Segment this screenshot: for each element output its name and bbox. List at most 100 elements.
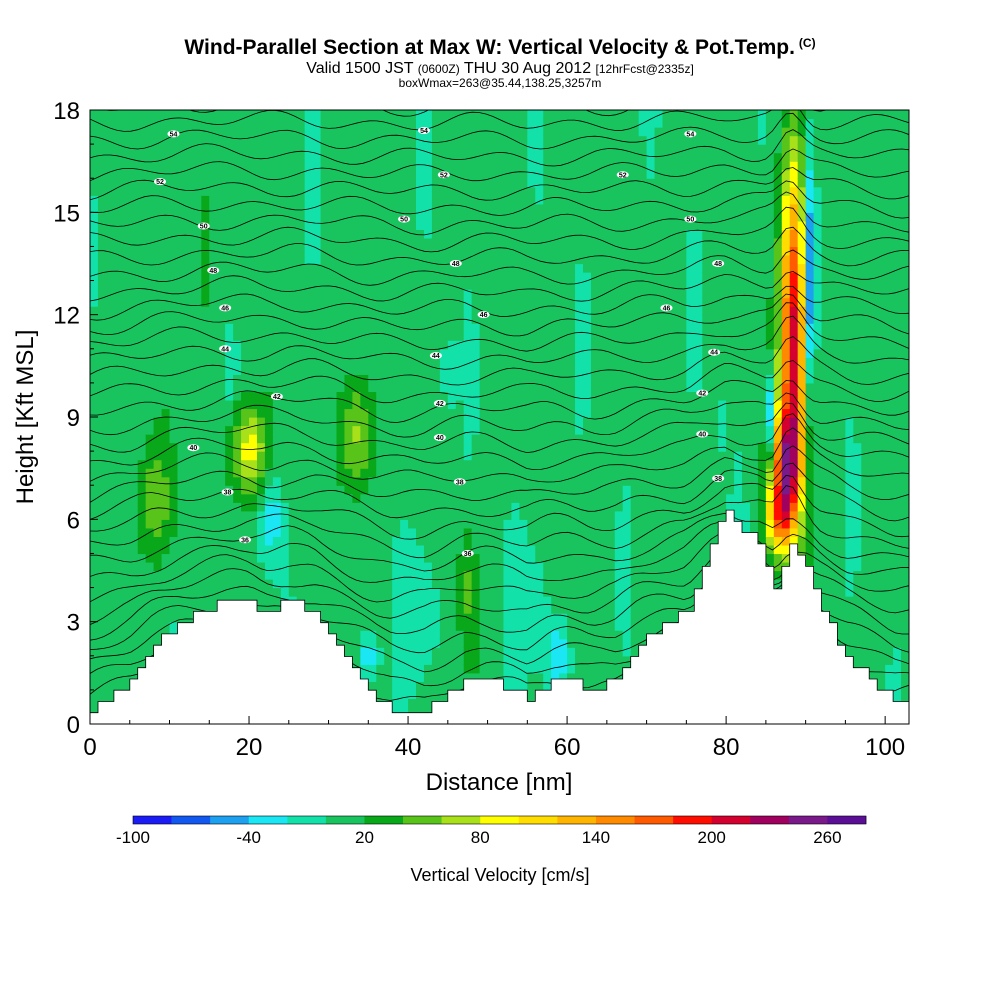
velocity-cell [352, 638, 361, 648]
velocity-cell [423, 280, 433, 290]
velocity-cell [129, 348, 139, 358]
velocity-cell [296, 220, 306, 230]
velocity-cell [328, 544, 338, 555]
velocity-cell [233, 135, 242, 145]
velocity-cell [551, 399, 560, 410]
velocity-cell [233, 442, 242, 452]
velocity-cell [272, 254, 282, 265]
velocity-cell [360, 561, 369, 572]
velocity-cell [567, 323, 576, 333]
velocity-cell [479, 314, 489, 324]
velocity-cell [614, 596, 624, 606]
velocity-cell [416, 493, 425, 503]
velocity-cell [439, 161, 449, 171]
velocity-cell [567, 493, 576, 503]
velocity-cell [447, 340, 457, 350]
velocity-cell [137, 178, 147, 188]
velocity-cell [551, 118, 560, 128]
velocity-cell [280, 391, 290, 401]
velocity-cell [256, 272, 266, 282]
velocity-cell [344, 468, 353, 478]
velocity-cell [193, 118, 202, 128]
velocity-cell [408, 297, 417, 307]
velocity-cell [368, 425, 377, 435]
velocity-cell [590, 195, 600, 205]
velocity-cell [495, 536, 505, 546]
velocity-cell [431, 408, 441, 418]
velocity-cell [439, 289, 449, 299]
velocity-cell [622, 127, 632, 137]
velocity-cell [495, 382, 505, 393]
velocity-cell [606, 664, 616, 674]
velocity-cell [352, 195, 361, 205]
velocity-cell [256, 519, 266, 529]
velocity-cell [153, 246, 163, 256]
velocity-cell [368, 127, 377, 137]
velocity-cell [376, 331, 385, 341]
velocity-cell [113, 579, 123, 589]
velocity-cell [217, 212, 226, 222]
velocity-cell [582, 536, 592, 546]
velocity-cell [598, 203, 608, 213]
velocity-cell [256, 297, 266, 307]
velocity-cell [304, 485, 314, 495]
velocity-cell [336, 220, 346, 230]
velocity-cell [177, 323, 187, 333]
velocity-cell [447, 391, 457, 401]
velocity-cell [511, 391, 520, 401]
velocity-cell [567, 570, 576, 580]
velocity-cell [360, 110, 369, 120]
velocity-cell [209, 374, 218, 384]
velocity-cell [495, 408, 505, 418]
velocity-cell [280, 579, 290, 589]
velocity-cell [153, 510, 163, 520]
velocity-cell [344, 246, 353, 256]
velocity-cell [614, 587, 624, 597]
velocity-cell [384, 655, 393, 665]
velocity-cell [479, 254, 489, 265]
velocity-cell [169, 391, 179, 401]
velocity-cell [527, 630, 536, 640]
velocity-cell [551, 476, 560, 486]
velocity-cell [598, 212, 608, 222]
velocity-cell [567, 382, 576, 393]
velocity-cell [129, 178, 139, 188]
velocity-cell [360, 527, 369, 537]
velocity-cell [145, 203, 155, 213]
velocity-cell [598, 144, 608, 154]
velocity-cell [423, 638, 433, 648]
velocity-cell [535, 681, 544, 691]
velocity-cell [121, 527, 131, 537]
velocity-cell [551, 272, 560, 282]
velocity-cell [606, 331, 616, 341]
velocity-cell [336, 468, 346, 478]
velocity-cell [479, 178, 489, 188]
velocity-cell [598, 280, 608, 290]
velocity-cell [312, 152, 322, 162]
velocity-cell [105, 587, 115, 597]
velocity-cell [400, 203, 409, 213]
velocity-cell [503, 630, 513, 640]
velocity-cell [416, 596, 425, 606]
velocity-cell [487, 399, 497, 410]
velocity-cell [288, 374, 298, 384]
velocity-cell [630, 280, 640, 290]
velocity-cell [304, 553, 314, 563]
velocity-cell [471, 391, 481, 401]
velocity-cell [455, 630, 465, 640]
velocity-cell [368, 451, 377, 461]
velocity-cell [288, 399, 298, 410]
velocity-cell [169, 365, 179, 375]
velocity-cell [97, 203, 107, 213]
velocity-cell [582, 468, 592, 478]
velocity-cell [463, 587, 473, 597]
velocity-cell [519, 323, 528, 333]
velocity-cell [105, 365, 115, 375]
velocity-cell [376, 118, 385, 128]
velocity-cell [431, 340, 441, 350]
velocity-cell [217, 331, 226, 341]
velocity-cell [304, 152, 314, 162]
velocity-cell [447, 152, 457, 162]
velocity-cell [511, 527, 520, 537]
velocity-cell [280, 570, 290, 580]
